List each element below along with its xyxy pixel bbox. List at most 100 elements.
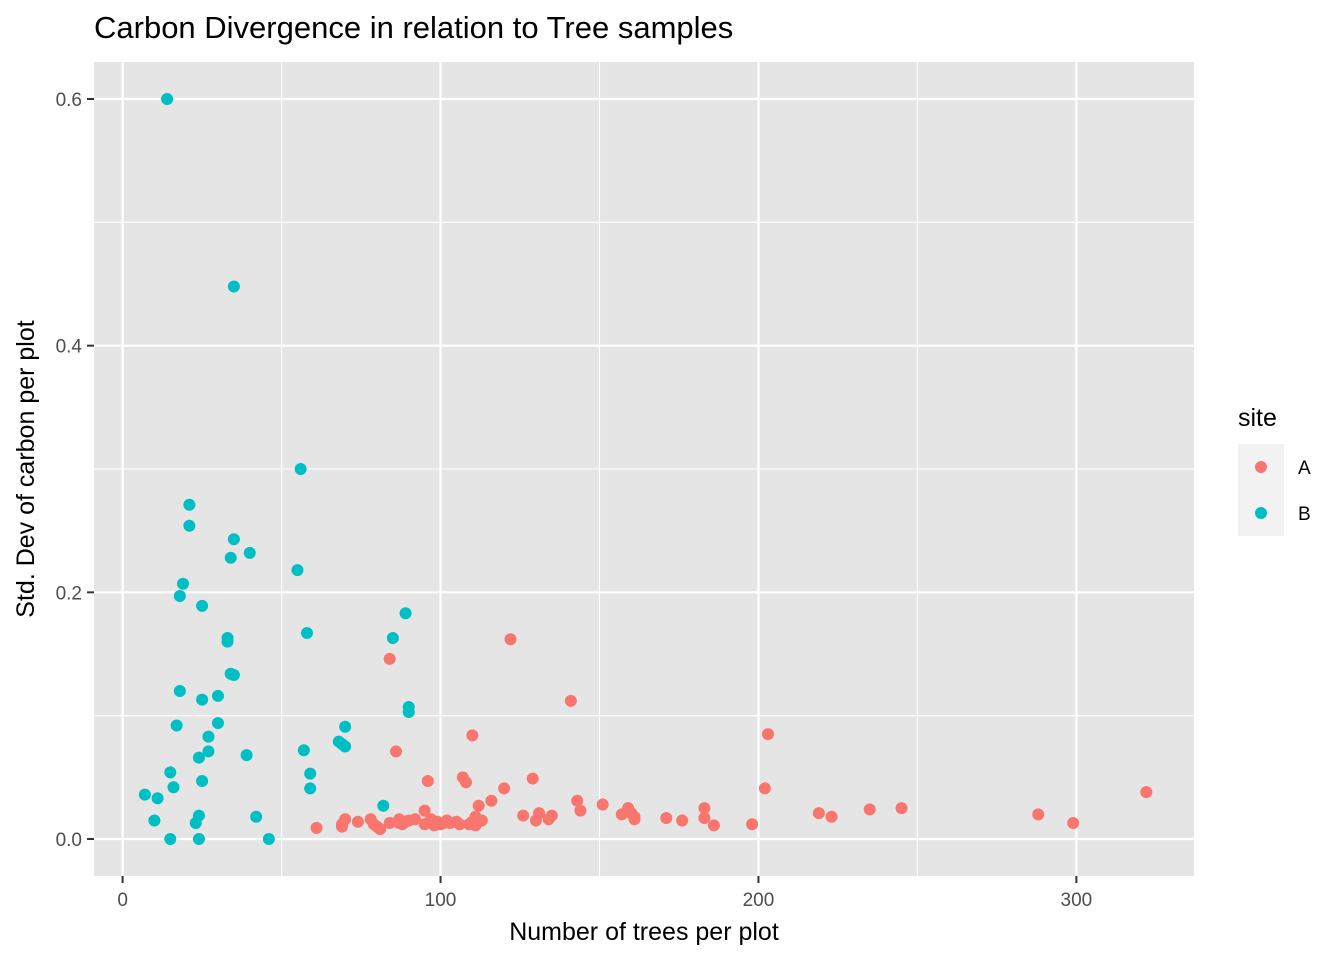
point-site-a: [825, 810, 838, 823]
point-site-a: [571, 794, 584, 807]
point-site-b: [250, 810, 263, 823]
y-tick-label: 0.4: [56, 337, 83, 358]
point-site-a: [475, 814, 488, 827]
legend-title: site: [1238, 404, 1277, 432]
point-site-b: [138, 788, 151, 801]
point-site-a: [466, 729, 479, 742]
point-site-a: [676, 814, 689, 827]
point-site-a: [421, 775, 434, 788]
point-site-b: [339, 740, 352, 753]
point-site-b: [304, 782, 317, 795]
legend-label-b: B: [1298, 504, 1311, 525]
grid-minor: [94, 62, 1194, 876]
point-site-a: [339, 813, 352, 826]
point-site-a: [1032, 808, 1045, 821]
point-site-b: [164, 766, 177, 779]
point-site-b: [202, 730, 215, 743]
point-site-b: [224, 551, 237, 564]
point-site-b: [173, 685, 186, 697]
point-site-a: [533, 807, 546, 820]
point-site-a: [498, 782, 511, 795]
point-site-b: [211, 689, 224, 702]
point-site-b: [196, 775, 209, 788]
point-site-b: [262, 833, 275, 845]
point-site-b: [177, 577, 190, 590]
x-axis-title: Number of trees per plot: [509, 918, 779, 946]
point-site-a: [596, 798, 609, 811]
point-site-b: [183, 519, 196, 532]
point-site-a: [459, 776, 472, 789]
point-site-a: [472, 799, 485, 812]
point-site-a: [564, 694, 577, 707]
point-site-b: [148, 814, 161, 827]
point-site-a: [895, 802, 908, 815]
point-site-a: [812, 807, 825, 820]
point-site-b: [301, 627, 314, 640]
point-site-a: [698, 812, 711, 825]
point-site-b: [170, 719, 183, 732]
legend-key-a: [1255, 461, 1267, 473]
point-site-a: [758, 782, 771, 795]
y-tick-label: 0.6: [56, 90, 82, 111]
point-site-b: [243, 546, 256, 559]
point-site-b: [196, 693, 209, 706]
y-tick-label: 0.2: [56, 583, 82, 604]
point-site-a: [374, 823, 387, 836]
point-site-b: [227, 280, 240, 293]
point-site-a: [660, 812, 673, 825]
y-tick-label: 0.0: [56, 830, 82, 851]
point-site-b: [291, 564, 304, 577]
point-site-a: [526, 772, 539, 785]
point-site-a: [453, 818, 466, 831]
chart-title: Carbon Divergence in relation to Tree sa…: [94, 10, 733, 45]
point-site-a: [390, 745, 403, 758]
point-site-b: [196, 599, 209, 612]
point-site-b: [240, 749, 253, 762]
y-axis-ticks: 0.0 0.2 0.4 0.6: [56, 90, 94, 851]
x-axis-ticks: 0 100 200 300: [117, 876, 1092, 911]
point-site-a: [746, 818, 759, 831]
point-site-a: [351, 815, 364, 828]
point-site-b: [227, 668, 240, 681]
point-site-a: [1140, 786, 1153, 799]
point-site-b: [339, 720, 352, 733]
point-site-a: [485, 794, 498, 807]
point-site-a: [504, 633, 517, 646]
point-site-b: [167, 781, 180, 794]
point-site-b: [294, 463, 307, 475]
point-site-a: [863, 803, 876, 816]
legend-key-background: [1238, 444, 1284, 536]
point-site-a: [383, 816, 396, 829]
point-site-a: [628, 810, 641, 823]
x-tick-label: 300: [1061, 890, 1093, 911]
point-site-a: [761, 728, 774, 741]
point-site-a: [418, 804, 431, 817]
point-site-a: [574, 804, 587, 817]
point-site-b: [202, 745, 215, 758]
point-site-b: [173, 590, 186, 603]
point-site-b: [386, 631, 399, 644]
point-site-b: [164, 833, 177, 845]
data-points: [138, 93, 1153, 845]
point-site-a: [698, 802, 711, 815]
point-site-b: [377, 799, 390, 812]
point-site-b: [192, 833, 205, 845]
point-site-b: [183, 498, 196, 511]
point-site-a: [517, 809, 530, 822]
legend: site A B: [1238, 404, 1311, 536]
point-site-a: [707, 819, 720, 832]
point-site-b: [399, 607, 412, 620]
x-tick-label: 0: [117, 890, 128, 911]
point-site-b: [304, 767, 317, 780]
legend-key-b: [1255, 507, 1267, 519]
x-tick-label: 200: [743, 890, 775, 911]
point-site-b: [192, 751, 205, 764]
x-tick-label: 100: [425, 890, 457, 911]
point-site-b: [192, 809, 205, 822]
legend-label-a: A: [1298, 458, 1311, 479]
point-site-a: [545, 809, 558, 822]
point-site-a: [1067, 816, 1080, 829]
point-site-b: [211, 717, 224, 730]
point-site-b: [161, 93, 174, 105]
